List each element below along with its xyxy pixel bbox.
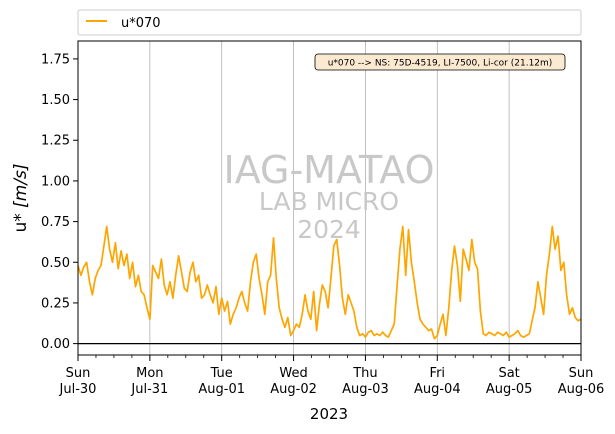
annotation-text: u*070 --> NS: 75D-4519, LI-7500, Li-cor … (328, 59, 553, 69)
x-tick-label-day: Fri (430, 366, 446, 381)
annotation: u*070 --> NS: 75D-4519, LI-7500, Li-cor … (314, 53, 566, 71)
x-tick-label-date: Aug-04 (414, 382, 461, 397)
legend-frame (77, 9, 582, 36)
x-tick-label-day: Thu (352, 366, 377, 381)
y-tick-label: 0.00 (41, 337, 70, 352)
x-tick-label-date: Jul-30 (59, 382, 97, 397)
vertical-grid (149, 41, 510, 355)
watermark-line-1: IAG-MATAO (223, 148, 434, 192)
x-tick-label-day: Sat (498, 366, 519, 381)
y-tick-label: 1.75 (41, 52, 70, 67)
y-tick-label: 0.50 (41, 256, 70, 271)
y-tick-label: 1.00 (41, 174, 70, 189)
x-tick-label-day: Tue (210, 366, 233, 381)
y-tick-label: 0.25 (41, 296, 70, 311)
annotation-box (314, 53, 566, 71)
x-tick-label-day: Mon (136, 366, 163, 381)
x-tick-label-day: Wed (279, 366, 307, 381)
x-tick-label-date: Aug-03 (342, 382, 389, 397)
legend: u*070 (77, 9, 582, 36)
series-line-u070 (77, 225, 582, 340)
legend-label: u*070 (121, 16, 161, 31)
y-tick-label: 0.75 (41, 215, 70, 230)
x-tick-label-day: Sun (66, 366, 91, 381)
x-tick-label-day: Sun (569, 366, 594, 381)
y-axis-title: u* [m/s] (11, 163, 31, 232)
y-axis: 0.00 0.25 0.50 0.75 1.00 1.25 1.50 1.75 (41, 52, 78, 352)
y-tick-label: 1.25 (41, 134, 70, 149)
x-tick-label-date: Aug-05 (486, 382, 533, 397)
x-tick-label-date: Aug-06 (558, 382, 605, 397)
x-tick-label-date: Aug-01 (198, 382, 245, 397)
plot-area: IAG-MATAO LAB MICRO 2024 u*070 --> NS: 7… (77, 40, 582, 356)
watermark-line-2: LAB MICRO (259, 187, 399, 216)
x-axis-title: 2023 (310, 405, 348, 423)
y-tick-label: 1.50 (41, 93, 70, 108)
x-axis: SunJul-30MonJul-31TueAug-01WedAug-02ThuA… (59, 355, 605, 397)
x-tick-label-date: Jul-31 (130, 382, 168, 397)
x-tick-label-date: Aug-02 (270, 382, 317, 397)
watermark-line-3: 2024 (297, 215, 361, 244)
